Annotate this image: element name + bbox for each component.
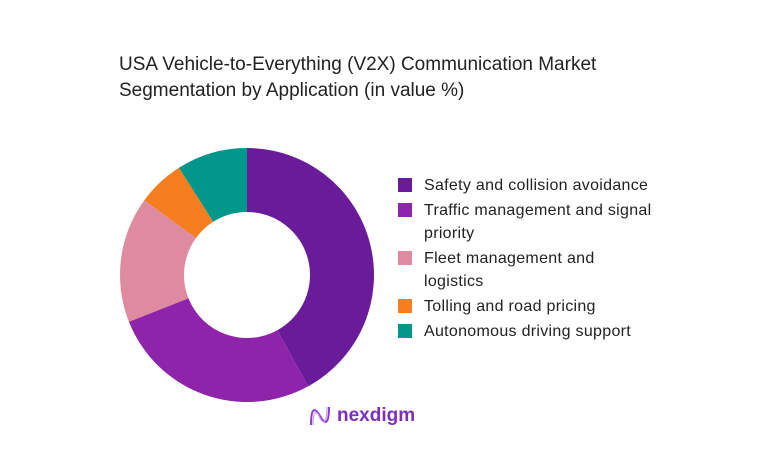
title-line-1: USA Vehicle-to-Everything (V2X) Communic… [119, 54, 597, 75]
legend-swatch [398, 203, 412, 217]
legend-label: Autonomous driving support [424, 323, 632, 340]
legend-swatch [398, 178, 412, 192]
nexdigm-logo: nexdigm [309, 405, 415, 427]
legend-label: Fleet management and logistics [424, 250, 595, 290]
legend-item: Autonomous driving support [398, 320, 654, 343]
legend-label: Traffic management and signal priority [424, 202, 652, 242]
slice-autonomous-driving-support [178, 148, 247, 222]
slice-safety-and-collision-avoidance [247, 148, 374, 387]
legend-item: Fleet management and logistics [398, 247, 654, 293]
legend-item: Safety and collision avoidance [398, 174, 654, 197]
legend-swatch [398, 251, 412, 265]
legend-label: Tolling and road pricing [424, 298, 596, 315]
legend-swatch [398, 299, 412, 313]
legend-swatch [398, 324, 412, 338]
legend: Safety and collision avoidance Traffic ma… [398, 174, 654, 345]
title-line-2: Segmentation by Application (in value %) [119, 80, 465, 101]
legend-item: Tolling and road pricing [398, 295, 654, 318]
slice-tolling-and-road-pricing [144, 167, 214, 238]
legend-item: Traffic management and signal priority [398, 199, 654, 245]
legend-label: Safety and collision avoidance [424, 177, 649, 194]
slice-traffic-management-and-signal-priority [128, 298, 309, 402]
logo-wave-icon [310, 406, 330, 426]
slice-fleet-management-and-logistics [119, 200, 197, 322]
logo-text: nexdigm [337, 405, 416, 426]
chart-title: USA Vehicle-to-Everything (V2X) Communic… [119, 52, 596, 104]
